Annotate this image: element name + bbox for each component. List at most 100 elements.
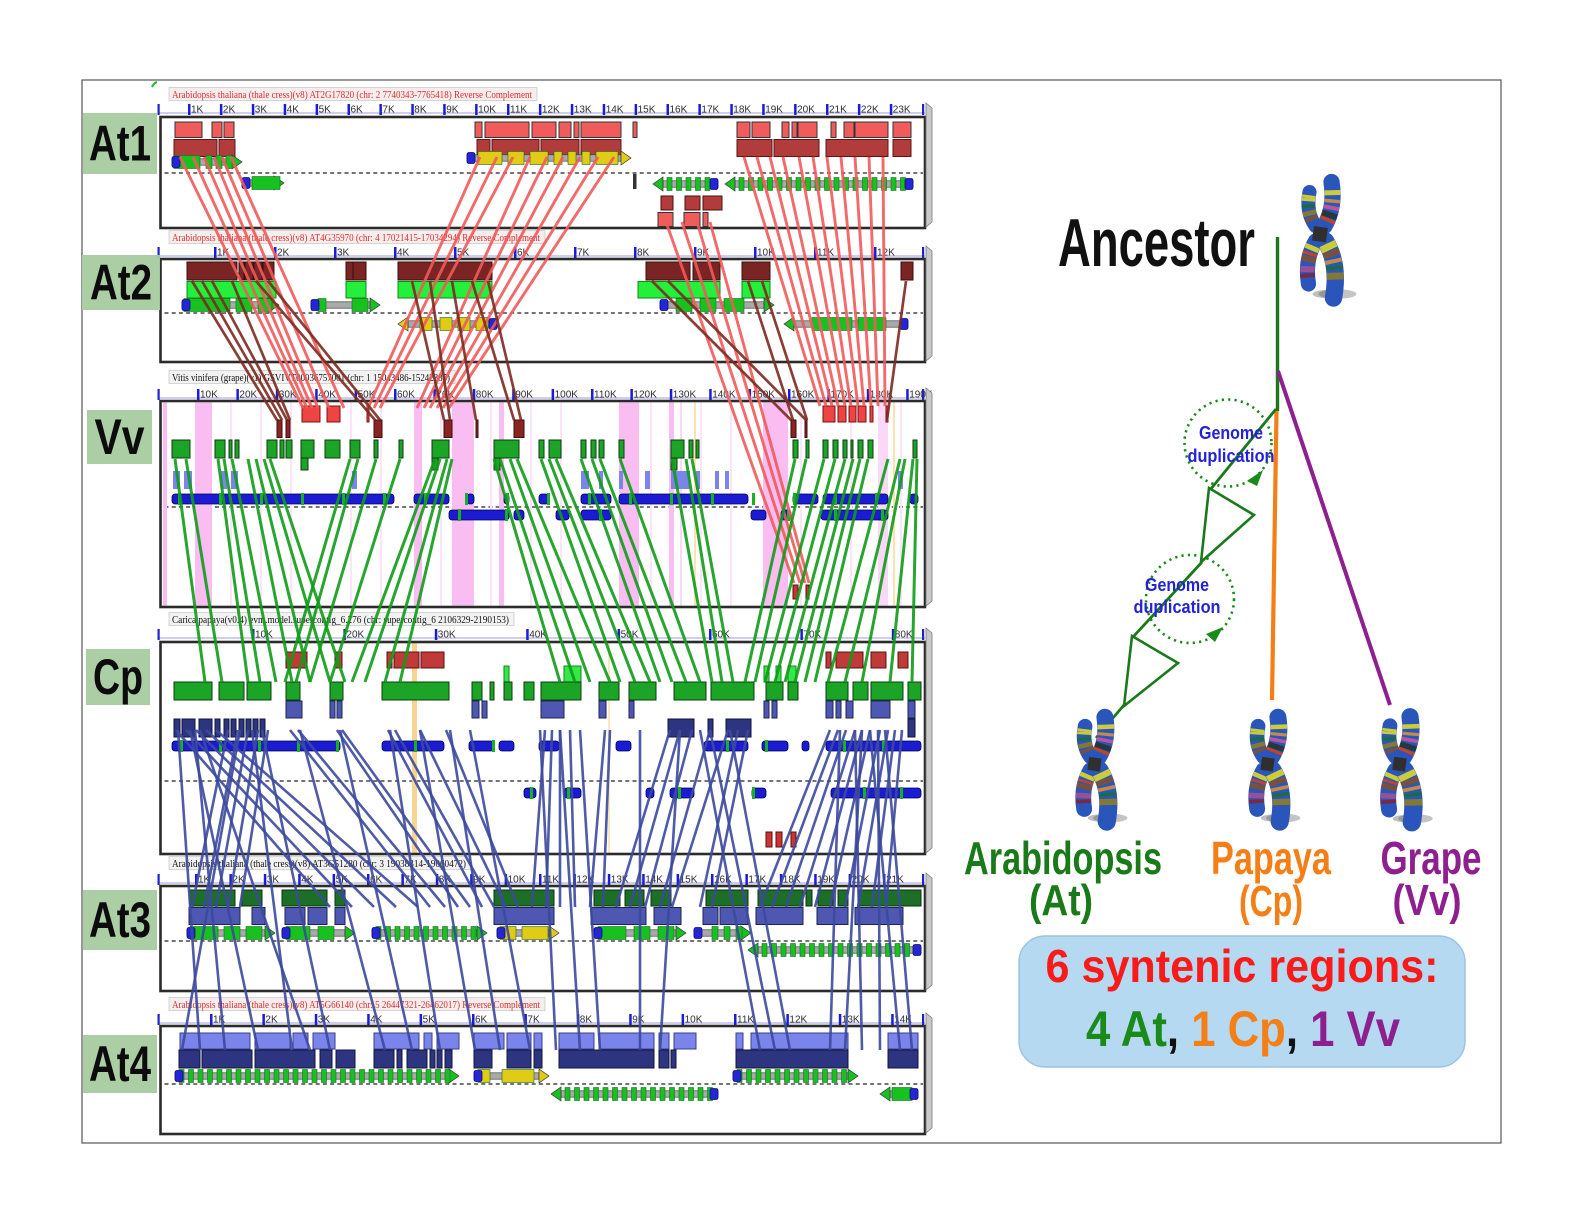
svg-text:8K: 8K [637, 248, 650, 259]
svg-text:60K: 60K [397, 390, 415, 401]
svg-text:Arabidopsis thaliana (thale cr: Arabidopsis thaliana (thale cress)(v8) A… [172, 233, 540, 244]
svg-text:(At): (At) [1029, 876, 1093, 925]
svg-text:20K: 20K [797, 105, 815, 116]
svg-text:90K: 90K [515, 390, 533, 401]
svg-text:100K: 100K [555, 390, 579, 401]
svg-text:30K: 30K [279, 390, 297, 401]
svg-text:20K: 20K [346, 630, 364, 641]
svg-text:Cp: Cp [93, 649, 143, 705]
svg-text:2K: 2K [265, 1015, 278, 1026]
svg-text:10K: 10K [200, 390, 218, 401]
svg-text:7K: 7K [404, 875, 417, 886]
svg-text:80K: 80K [895, 630, 913, 641]
svg-text:13K: 13K [574, 105, 592, 116]
svg-text:23K: 23K [893, 105, 911, 116]
svg-text:At1: At1 [89, 116, 151, 172]
svg-text:At4: At4 [89, 1036, 151, 1092]
svg-text:18K: 18K [783, 875, 801, 886]
svg-text:60K: 60K [712, 630, 730, 641]
svg-text:20K: 20K [852, 875, 870, 886]
svg-text:9K: 9K [446, 105, 459, 116]
svg-text:Arabidopsis thaliana (thale cr: Arabidopsis thaliana (thale cress)(v8) A… [172, 90, 532, 101]
svg-text:80K: 80K [476, 390, 494, 401]
svg-text:14K: 14K [894, 1015, 912, 1026]
svg-text:7K: 7K [382, 105, 395, 116]
svg-text:11K: 11K [542, 875, 559, 886]
svg-text:15K: 15K [638, 105, 656, 116]
svg-text:5K: 5K [423, 1015, 436, 1026]
svg-text:11K: 11K [510, 105, 527, 116]
svg-text:1K: 1K [213, 1015, 226, 1026]
svg-text:At3: At3 [89, 892, 151, 948]
svg-text:duplication: duplication [1134, 597, 1221, 617]
svg-text:6K: 6K [351, 105, 364, 116]
svg-text:4K: 4K [397, 248, 410, 259]
svg-text:12K: 12K [877, 248, 895, 259]
svg-text:8K: 8K [580, 1015, 593, 1026]
svg-text:19K: 19K [765, 105, 783, 116]
svg-text:50K: 50K [358, 390, 376, 401]
svg-text:40K: 40K [529, 630, 547, 641]
svg-text:14K: 14K [645, 875, 663, 886]
svg-text:duplication: duplication [1188, 446, 1275, 466]
svg-text:2K: 2K [223, 105, 236, 116]
svg-text:130K: 130K [673, 390, 697, 401]
svg-text:Grape: Grape [1381, 832, 1482, 884]
svg-text:18K: 18K [733, 105, 751, 116]
svg-text:17K: 17K [701, 105, 719, 116]
svg-text:Ancestor: Ancestor [1058, 205, 1255, 281]
svg-text:14K: 14K [606, 105, 624, 116]
svg-text:1K: 1K [191, 105, 204, 116]
svg-text:10K: 10K [685, 1015, 703, 1026]
svg-text:160K: 160K [791, 390, 815, 401]
svg-text:11K: 11K [817, 248, 834, 259]
svg-text:7K: 7K [527, 1015, 540, 1026]
svg-text:22K: 22K [861, 105, 879, 116]
svg-text:11K: 11K [737, 1015, 754, 1026]
svg-text:10K: 10K [757, 248, 775, 259]
svg-text:19K: 19K [817, 875, 835, 886]
svg-text:13K: 13K [611, 875, 629, 886]
svg-text:Arabidopsis thaliana (thale cr: Arabidopsis thaliana (thale cress)(v8) A… [172, 859, 466, 870]
svg-text:21K: 21K [886, 875, 904, 886]
svg-text:1K: 1K [217, 248, 230, 259]
svg-text:(Cp): (Cp) [1239, 877, 1303, 926]
svg-text:6K: 6K [475, 1015, 488, 1026]
svg-text:9K: 9K [697, 248, 710, 259]
svg-text:4 At, 1 Cp, 1 Vv: 4 At, 1 Cp, 1 Vv [1086, 1001, 1400, 1057]
svg-text:Genome: Genome [1145, 575, 1209, 595]
svg-text:(Vv): (Vv) [1393, 876, 1462, 925]
svg-text:Arabidopsis: Arabidopsis [964, 832, 1162, 884]
svg-text:3K: 3K [337, 248, 350, 259]
svg-text:40K: 40K [318, 390, 336, 401]
svg-text:16K: 16K [714, 875, 732, 886]
svg-text:2K: 2K [232, 875, 245, 886]
svg-text:15K: 15K [680, 875, 698, 886]
svg-text:Genome: Genome [1199, 423, 1263, 443]
svg-text:Carica papaya(v0.4) evm.model: Carica papaya(v0.4) evm.model.superconti… [172, 615, 509, 626]
svg-text:70K: 70K [803, 630, 821, 641]
svg-text:2K: 2K [277, 248, 290, 259]
svg-text:Vitis vinifera (grape)(v1) GSV: Vitis vinifera (grape)(v1) GSVIVT0003675… [172, 373, 450, 384]
svg-text:110K: 110K [594, 390, 617, 401]
svg-text:10K: 10K [478, 105, 496, 116]
svg-text:120K: 120K [633, 390, 657, 401]
svg-text:7K: 7K [577, 248, 590, 259]
svg-text:Arabidopsis thaliana (thale cr: Arabidopsis thaliana (thale cress)(v8) A… [172, 1000, 540, 1011]
svg-text:190K: 190K [909, 390, 933, 401]
svg-text:20K: 20K [239, 390, 257, 401]
svg-text:At2: At2 [90, 255, 152, 311]
svg-text:140K: 140K [712, 390, 736, 401]
svg-text:4K: 4K [287, 105, 300, 116]
svg-text:1K: 1K [198, 875, 211, 886]
svg-text:Papaya: Papaya [1211, 832, 1331, 884]
svg-text:12K: 12K [542, 105, 560, 116]
svg-text:10K: 10K [508, 875, 526, 886]
svg-text:30K: 30K [438, 630, 456, 641]
svg-text:Vv: Vv [95, 409, 145, 465]
svg-text:6 syntenic regions:: 6 syntenic regions: [1046, 940, 1439, 992]
svg-text:6K: 6K [370, 875, 383, 886]
svg-text:8K: 8K [414, 105, 427, 116]
svg-text:5K: 5K [319, 105, 332, 116]
svg-text:5K: 5K [336, 875, 349, 886]
